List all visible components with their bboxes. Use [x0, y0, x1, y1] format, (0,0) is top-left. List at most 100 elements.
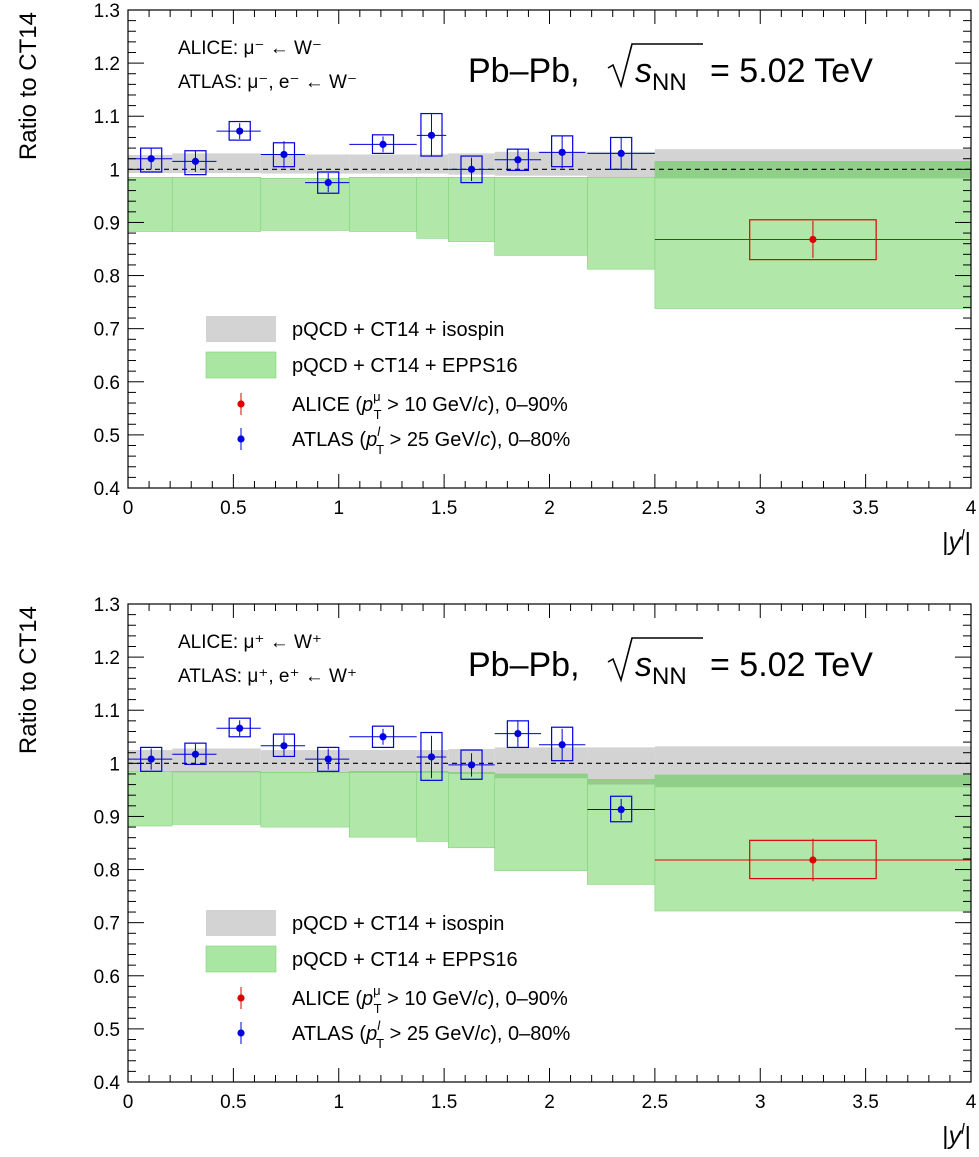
legend-alice-marker — [237, 994, 245, 1002]
epps16-band-bin — [171, 177, 262, 232]
y-tick-label: 1.1 — [94, 107, 120, 128]
marker — [236, 724, 244, 732]
epps16-band-bin — [416, 770, 449, 842]
atlas-data-point — [260, 733, 306, 758]
marker — [191, 750, 200, 758]
legend: pQCD + CT14 + isospin pQCD + CT14 + EPPS1… — [205, 316, 571, 457]
atlas-data-point — [538, 726, 586, 762]
y-tick-label: 1.3 — [94, 595, 120, 616]
atlas-data-point — [349, 134, 417, 154]
epps16-band-bin — [494, 773, 588, 871]
band-overlap — [260, 772, 350, 773]
band-overlap — [654, 775, 971, 788]
band-overlap — [587, 779, 655, 785]
marker — [280, 742, 288, 750]
marker — [514, 156, 522, 164]
x-tick-label: 2.5 — [642, 498, 668, 519]
y-tick-label: 1.1 — [94, 701, 120, 722]
atlas-data-point — [494, 148, 542, 171]
atlas-data-point — [305, 746, 350, 772]
y-tick-label: 0.5 — [94, 426, 120, 447]
energy-label: = 5.02 TeV — [710, 52, 873, 90]
alice-data-point — [654, 838, 971, 882]
marker — [324, 755, 332, 763]
isospin-band-bin — [260, 750, 350, 773]
y-tick-label: 0.6 — [94, 967, 120, 988]
energy-label: = 5.02 TeV — [710, 646, 873, 684]
atlas-data-point — [172, 150, 217, 176]
marker — [467, 165, 476, 173]
annotation-alice: ALICE: μ⁻ ← W⁻ — [178, 38, 322, 59]
atlas-data-point — [216, 120, 261, 141]
isospin-band-bin — [260, 154, 350, 174]
y-axis-label: Ratio to CT14 — [15, 12, 42, 160]
isospin-band-bin — [587, 747, 655, 785]
epps16-band-bin — [260, 178, 350, 231]
epps16-band-bin — [448, 177, 496, 242]
epps16-band-bin — [448, 772, 496, 849]
x-tick-label: 3.5 — [852, 1092, 878, 1113]
atlas-data-point — [587, 795, 655, 823]
band-series — [127, 161, 972, 309]
atlas-data-point — [260, 141, 306, 168]
x-tick-label: 2 — [544, 498, 555, 519]
legend: pQCD + CT14 + isospin pQCD + CT14 + EPPS1… — [205, 910, 571, 1051]
band-overlap — [494, 773, 588, 779]
legend-alice-label: ALICE (pμ T > 10 GeV/c), 0–90% — [292, 389, 568, 422]
legend-isospin-swatch — [206, 910, 276, 936]
legend-epps16-swatch — [205, 351, 277, 379]
isospin-band-bin — [494, 151, 588, 176]
x-axis-label: |yl| — [942, 527, 971, 556]
y-tick-label: 0.8 — [94, 861, 120, 882]
sqrt-s-nn: sNN — [635, 52, 687, 96]
epps16-band-bin — [127, 770, 173, 827]
atlas-data-point — [494, 720, 542, 748]
atlas-data-point — [128, 746, 173, 772]
y-tick-label: 1.2 — [94, 54, 120, 75]
x-tick-label: 0.5 — [220, 1092, 246, 1113]
epps16-band-bin — [260, 772, 350, 828]
isospin-band-bin — [416, 750, 449, 773]
legend-atlas-marker — [237, 1029, 245, 1037]
annotation-atlas: ATLAS: μ⁺, e⁺ ← W⁺ — [178, 666, 357, 687]
epps16-band-bin — [587, 177, 656, 270]
epps16-band-bin — [587, 778, 656, 885]
isospin-band-bin — [172, 153, 261, 174]
x-tick-label: 3 — [755, 498, 766, 519]
x-tick-label: 0.5 — [220, 498, 246, 519]
marker — [236, 127, 244, 135]
marker — [147, 755, 155, 763]
y-tick-label: 1 — [109, 160, 120, 181]
marker — [514, 729, 522, 738]
chart-panel-wplus: 0 0.5 1 1.5 2 2.5 3 3.5 4 0.4 0.5 0.6 0.7 0.8 0.9 1 1.1 1… — [15, 595, 977, 1150]
band-overlap — [349, 771, 417, 773]
marker — [617, 805, 625, 814]
legend-alice-label: ALICE (pμ T > 10 GeV/c), 0–90% — [292, 983, 568, 1016]
isospin-band-bin — [349, 154, 417, 174]
x-tick-label: 4 — [966, 1092, 977, 1113]
isospin-band-bin — [349, 750, 417, 773]
system-label: Pb–Pb, — [468, 646, 580, 684]
syst-box — [420, 731, 443, 781]
sqrt-sign — [607, 637, 703, 683]
epps16-band-bin — [494, 177, 588, 256]
atlas-data-point — [349, 725, 417, 749]
epps16-band-bin — [348, 177, 418, 232]
annotation-alice: ALICE: μ⁺ ← W⁺ — [178, 632, 322, 653]
sqrt-sign — [607, 43, 703, 89]
isospin-band-bin — [172, 748, 261, 773]
syst-box — [610, 795, 633, 823]
epps16-band-bin — [127, 177, 173, 232]
y-tick-label: 0.7 — [94, 320, 120, 341]
band-overlap — [172, 771, 261, 773]
legend-isospin-label: pQCD + CT14 + isospin — [292, 913, 504, 935]
y-axis-label: Ratio to CT14 — [15, 606, 42, 754]
y-tick-label: 0.6 — [94, 373, 120, 394]
epps16-band-bin — [416, 177, 449, 239]
atlas-data-point — [216, 717, 261, 738]
y-tick-label: 0.7 — [94, 914, 120, 935]
atlas-data-point — [305, 171, 350, 194]
atlas-data-point — [448, 155, 495, 184]
marker — [427, 753, 436, 761]
